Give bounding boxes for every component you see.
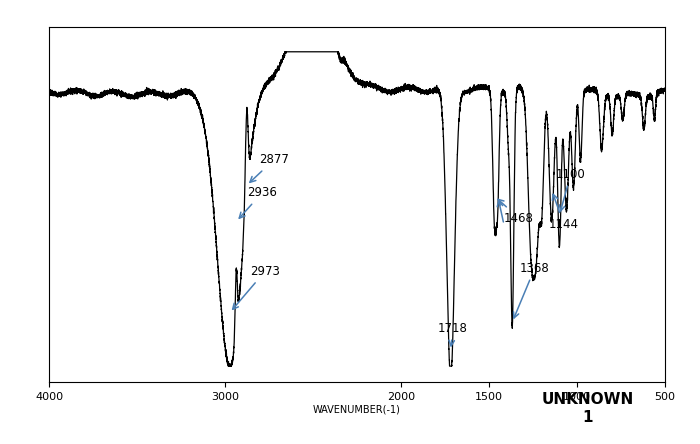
Text: 1100: 1100 (556, 167, 586, 211)
Text: UNKNOWN
1: UNKNOWN 1 (542, 392, 634, 424)
Text: 2936: 2936 (239, 186, 277, 218)
Text: 1368: 1368 (514, 262, 550, 318)
Text: 1144: 1144 (549, 194, 579, 231)
Text: 1718: 1718 (438, 321, 468, 346)
Text: 2973: 2973 (232, 265, 280, 309)
X-axis label: WAVENUMBER(-1): WAVENUMBER(-1) (313, 404, 401, 414)
Text: 2877: 2877 (250, 153, 288, 182)
Text: 1468: 1468 (498, 199, 534, 225)
